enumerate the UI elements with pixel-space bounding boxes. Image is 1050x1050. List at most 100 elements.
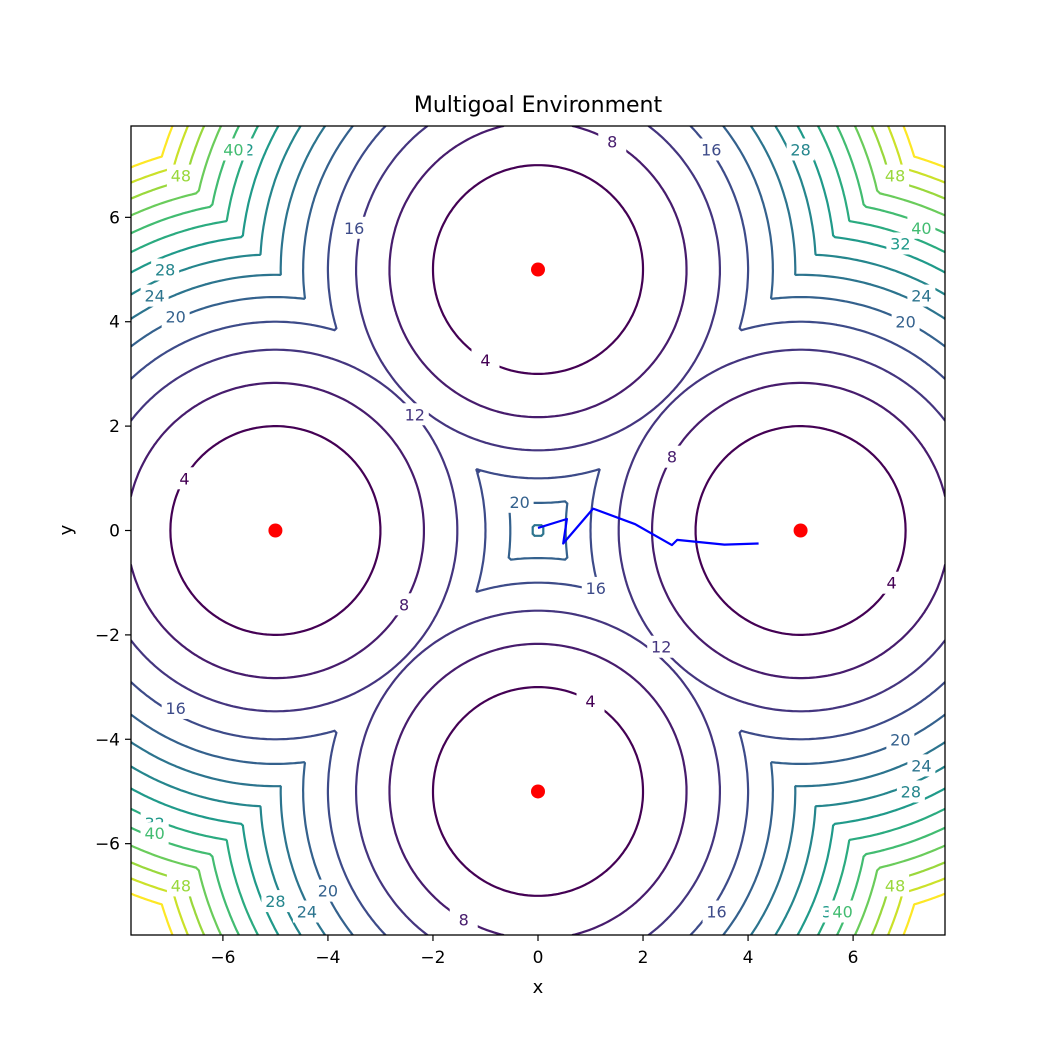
- trajectory-line: [537, 507, 759, 547]
- y-axis-label: y: [56, 524, 77, 535]
- svg-text:32: 32: [890, 234, 910, 253]
- svg-text:20: 20: [509, 493, 529, 512]
- contour-level-4: [169, 164, 907, 897]
- x-tick-label: −6: [210, 948, 235, 968]
- x-tick-label: 4: [743, 948, 754, 968]
- contour-label-40: 40: [828, 900, 857, 923]
- y-tick-label: −2: [95, 626, 120, 646]
- contour-label-20: 20: [891, 310, 920, 333]
- contour-level-36: [131, 126, 945, 935]
- contour-label-28: 28: [786, 138, 815, 161]
- svg-text:48: 48: [885, 167, 905, 186]
- contour-level-20: [131, 126, 945, 935]
- svg-text:20: 20: [165, 308, 185, 327]
- contour-level-52: [131, 126, 945, 935]
- svg-text:20: 20: [318, 882, 338, 901]
- svg-text:16: 16: [586, 579, 606, 598]
- y-tick-label: 6: [109, 208, 120, 228]
- x-tick-label: 2: [638, 948, 649, 968]
- contour-lines: [131, 126, 945, 935]
- contour-label-12: 12: [400, 403, 429, 426]
- contour-level-32: [131, 126, 945, 935]
- y-tick-label: −6: [95, 835, 120, 855]
- contour-label-48: 48: [166, 874, 195, 897]
- svg-text:28: 28: [155, 261, 175, 280]
- goal-marker-3: [531, 784, 545, 799]
- contour-label-20: 20: [886, 728, 915, 751]
- contour-label-16: 16: [161, 696, 190, 719]
- x-tick-label: −4: [315, 948, 340, 968]
- svg-text:8: 8: [459, 910, 469, 929]
- svg-text:28: 28: [265, 892, 285, 911]
- contour-label-24: 24: [292, 900, 321, 923]
- svg-text:40: 40: [144, 824, 164, 843]
- contour-label-48: 48: [166, 164, 195, 187]
- svg-text:8: 8: [399, 595, 409, 614]
- contour-label-40: 40: [140, 822, 169, 845]
- contour-label-24: 24: [907, 284, 936, 307]
- y-tick-label: 0: [109, 522, 120, 542]
- contour-label-4: 4: [877, 571, 906, 594]
- contour-label-48: 48: [881, 164, 910, 187]
- goal-marker-1: [531, 262, 545, 277]
- y-tick-label: 2: [109, 417, 120, 437]
- contour-label-4: 4: [471, 348, 500, 371]
- contour-label-32: 32: [886, 232, 915, 255]
- chart-title: Multigoal Environment: [414, 93, 663, 118]
- x-axis-label: x: [533, 977, 544, 998]
- svg-text:48: 48: [171, 876, 191, 895]
- contour-label-16: 16: [702, 900, 731, 923]
- svg-text:4: 4: [585, 692, 595, 711]
- svg-text:4: 4: [179, 469, 189, 488]
- contour-label-48: 48: [881, 874, 910, 897]
- svg-text:40: 40: [223, 140, 243, 159]
- svg-text:16: 16: [165, 699, 185, 718]
- goal-marker-4: [268, 523, 283, 538]
- contour-level-44: [131, 126, 945, 935]
- svg-text:28: 28: [790, 140, 810, 159]
- contour-label-8: 8: [598, 130, 627, 153]
- svg-text:28: 28: [901, 782, 921, 801]
- goal-marker-2: [793, 523, 808, 538]
- svg-text:24: 24: [911, 287, 931, 306]
- contour-label-24: 24: [140, 284, 169, 307]
- x-tick-label: 0: [533, 948, 544, 968]
- contour-label-40: 40: [219, 138, 248, 161]
- y-tick-label: −4: [95, 730, 120, 750]
- contour-label-16: 16: [697, 138, 726, 161]
- svg-text:16: 16: [701, 140, 721, 159]
- contour-label-24: 24: [907, 754, 936, 777]
- contour-label-20: 20: [161, 305, 190, 328]
- svg-text:8: 8: [667, 448, 677, 467]
- x-tick-label: 6: [848, 948, 859, 968]
- contour-level-56: [131, 126, 945, 935]
- svg-text:24: 24: [911, 756, 931, 775]
- contour-label-8: 8: [390, 593, 419, 616]
- contour-label-12: 12: [647, 635, 676, 658]
- svg-text:12: 12: [405, 405, 425, 424]
- contour-label-20: 20: [505, 490, 534, 513]
- contour-label-28: 28: [151, 258, 180, 281]
- svg-text:20: 20: [890, 730, 910, 749]
- contour-label-4: 4: [170, 467, 199, 490]
- svg-text:40: 40: [832, 903, 852, 922]
- contour-label-28: 28: [896, 780, 925, 803]
- contour-level-28: [131, 126, 945, 935]
- svg-text:48: 48: [171, 167, 191, 186]
- svg-text:24: 24: [297, 903, 317, 922]
- svg-text:16: 16: [706, 903, 726, 922]
- contour-level-8: [131, 126, 945, 935]
- contour-label-4: 4: [576, 690, 605, 713]
- contour-label-20: 20: [313, 879, 342, 902]
- contour-label-8: 8: [449, 908, 478, 931]
- svg-text:40: 40: [911, 219, 931, 238]
- contour-level-12: [131, 126, 945, 935]
- svg-text:48: 48: [885, 876, 905, 895]
- contour-label-8: 8: [657, 445, 686, 468]
- svg-text:4: 4: [886, 574, 896, 593]
- y-axis-ticks: −6 −4 −2 0 2 4 6: [95, 208, 131, 855]
- contour-label-16: 16: [581, 576, 610, 599]
- contour-label-16: 16: [340, 216, 369, 239]
- contour-label-28: 28: [261, 890, 290, 913]
